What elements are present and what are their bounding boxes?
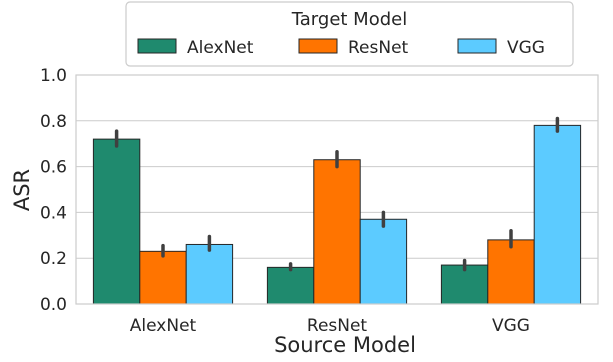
bar [533, 124, 582, 305]
bar [313, 159, 361, 305]
legend-swatch [137, 38, 177, 54]
axes: 0.0 0.2 0.4 0.6 0.8 1.0 AlexNet ResNet VGG [40, 66, 599, 336]
legend-label: ResNet [348, 38, 409, 58]
y-tick-label: 0.2 [40, 249, 67, 269]
x-tick-label: VGG [492, 316, 530, 336]
error-bars [114, 116, 560, 272]
legend: Target Model AlexNet ResNet VGG [125, 1, 574, 67]
y-axis-label: ASR [10, 169, 34, 211]
x-tick-label: AlexNet [130, 316, 197, 336]
bar [92, 138, 141, 305]
y-tick-label: 1.0 [40, 66, 67, 86]
legend-label: VGG [507, 38, 545, 58]
x-axis-label: Source Model [274, 333, 416, 357]
legend-swatch [457, 38, 497, 54]
bar [440, 264, 489, 305]
bar [139, 250, 187, 305]
bar [185, 243, 234, 305]
y-tick-label: 0.8 [40, 112, 67, 132]
bar [359, 218, 408, 305]
y-tick-label: 0.0 [40, 295, 67, 315]
legend-title: Target Model [291, 9, 407, 30]
x-tick-label: ResNet [307, 316, 368, 336]
y-tick-label: 0.4 [40, 203, 67, 223]
legend-label: AlexNet [187, 38, 254, 58]
bar [487, 239, 535, 305]
y-tick-label: 0.6 [40, 158, 67, 178]
legend-swatch [298, 38, 338, 54]
plot-frame [75, 74, 599, 305]
bar [266, 266, 315, 305]
